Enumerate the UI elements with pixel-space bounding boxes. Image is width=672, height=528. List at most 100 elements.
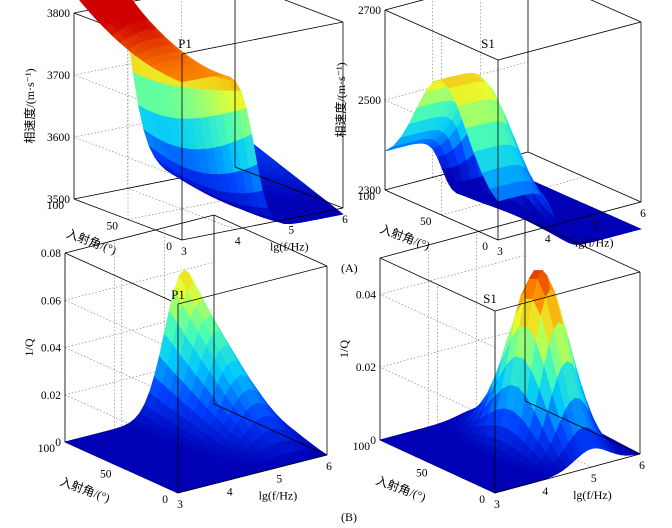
x-tick-label: 4: [235, 235, 241, 247]
grid-line: [379, 255, 526, 295]
surface: [384, 73, 642, 245]
box-edge: [64, 252, 179, 305]
x-tick-label: 4: [542, 486, 548, 498]
surface: [64, 269, 328, 494]
z-tick-label: 0: [370, 435, 376, 447]
z-tick-label: 0.06: [41, 295, 61, 307]
y-tick-label: 0: [482, 241, 488, 253]
row-label-a: (A): [341, 261, 358, 275]
x-tick-label: 6: [639, 460, 645, 472]
panel-s1-phase-velocity: 3456050100230025002700lg(f/Hz)入射角/(°)相速度…: [333, 0, 646, 258]
box-edge: [379, 218, 526, 259]
box-edge: [234, 166, 344, 209]
x-axis-label: lg(f/Hz): [270, 239, 309, 253]
grid-line: [379, 294, 496, 348]
box-edge: [64, 214, 215, 254]
row-label-b: (B): [341, 510, 357, 524]
box-edge: [213, 214, 328, 267]
x-tick-label: 3: [177, 499, 183, 511]
surface-patch: [79, 0, 85, 4]
x-axis-label: lg(f/Hz): [573, 488, 612, 502]
z-axis-label: 1/Q: [337, 340, 351, 358]
z-tick-label: 0.04: [356, 289, 376, 301]
grid-line: [379, 327, 526, 368]
x-tick-label: 4: [227, 486, 233, 498]
surface-patch: [626, 449, 641, 455]
x-tick-label: 5: [276, 474, 282, 486]
z-tick-label: 0.02: [356, 362, 376, 374]
x-axis-line: [177, 454, 328, 494]
y-tick-label: 50: [416, 468, 428, 480]
y-tick-label: 50: [107, 221, 119, 233]
x-axis-label: lg(f/Hz): [259, 489, 298, 503]
z-tick-label: 0.04: [41, 343, 61, 355]
panel-title: S1: [483, 291, 497, 306]
box-edge: [494, 271, 641, 312]
box-edge: [524, 400, 641, 455]
z-axis-label: 1/Q: [22, 338, 36, 356]
surface: [79, 0, 344, 225]
box-edge: [283, 0, 344, 23]
x-tick-label: 6: [342, 214, 348, 226]
z-axis-label: 相速度/(m·s⁻¹): [333, 62, 348, 137]
z-tick-label: 0.08: [41, 248, 61, 260]
y-tick-label: 50: [420, 216, 432, 228]
x-tick-label: 5: [591, 473, 597, 485]
x-tick-label: 6: [640, 208, 646, 220]
z-tick-label: 3600: [47, 132, 70, 144]
z-tick-label: 2300: [358, 185, 381, 197]
x-axis-line: [494, 453, 641, 494]
box-edge: [177, 265, 328, 305]
y-tick-label: 0: [479, 494, 485, 506]
box-edge: [590, 0, 642, 23]
x-tick-label: 6: [326, 461, 332, 473]
z-tick-label: 0.02: [41, 390, 61, 402]
x-axis-line: [497, 201, 642, 241]
x-tick-label: 4: [545, 233, 551, 245]
x-tick-label: 5: [592, 221, 598, 233]
panel-title: P1: [178, 36, 192, 51]
grid-line: [384, 99, 499, 151]
y-tick-label: 100: [38, 443, 56, 455]
grid-line: [64, 309, 215, 348]
z-tick-label: 2500: [358, 95, 381, 107]
box-edge: [527, 151, 642, 203]
y-tick-label: 0: [166, 241, 172, 253]
z-tick-label: 2700: [358, 5, 381, 17]
x-tick-label: 3: [497, 246, 503, 258]
x-axis-label: lg(f/Hz): [575, 236, 614, 250]
x-tick-label: 3: [494, 499, 500, 511]
z-axis-label: 相速度/(m·s⁻¹): [22, 68, 37, 143]
grid-line: [64, 356, 215, 396]
grid-line: [64, 261, 215, 301]
x-tick-label: 5: [288, 225, 294, 237]
x-axis-line: [181, 207, 344, 241]
z-tick-label: 3800: [47, 8, 70, 20]
box-edge: [524, 218, 641, 273]
y-tick-label: 0: [162, 494, 168, 506]
surface: [379, 269, 641, 494]
panel-p1-phase-velocity: 34560501003500360037003800lg(f/Hz)入射角/(°…: [22, 0, 348, 258]
box-edge: [497, 21, 642, 61]
z-tick-label: 0: [55, 437, 61, 449]
grid-line: [384, 0, 424, 11]
y-tick-label: 100: [47, 200, 65, 212]
x-tick-label: 3: [181, 246, 187, 258]
surface-patch: [627, 225, 642, 231]
y-tick-label: 100: [353, 441, 371, 453]
z-tick-label: 3700: [47, 70, 70, 82]
box-edge: [384, 9, 499, 61]
panel-title: S1: [481, 36, 495, 51]
y-tick-label: 50: [100, 469, 112, 481]
box-edge: [379, 257, 496, 312]
panel-title: P1: [171, 287, 185, 302]
y-tick-label: 100: [358, 191, 376, 203]
box-edge: [181, 21, 344, 55]
z-tick-label: 3500: [47, 194, 70, 206]
box-edge: [213, 403, 328, 456]
grid-line: [73, 42, 236, 76]
box-edge: [384, 0, 425, 11]
